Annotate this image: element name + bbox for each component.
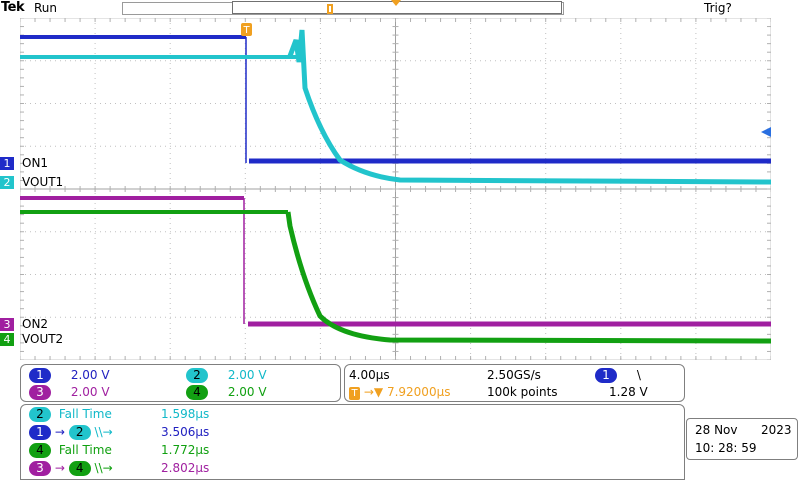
meas2-to-badge: 2: [68, 425, 91, 440]
channel-2-label: VOUT1: [22, 175, 64, 189]
date-day: 28 Nov: [695, 423, 738, 437]
trigger-marker[interactable]: T: [241, 23, 252, 36]
trigger-delay-tag: T: [349, 387, 360, 400]
meas3-type: Fall Time: [58, 443, 112, 457]
arrow-right-icon: →: [54, 425, 65, 439]
ch1-scale: 2.00 V: [70, 368, 110, 382]
status-bar: Tek Run Trig?: [0, 0, 800, 16]
trigger-level: 1.28 V: [609, 385, 648, 399]
acquisition-state[interactable]: Run: [34, 1, 58, 15]
measurement-row[interactable]: 2 Fall Time: [29, 406, 112, 422]
record-length: 100k points: [487, 385, 558, 399]
ch3-badge: 3: [29, 385, 51, 400]
horizontal-trigger-panel[interactable]: 4.00µs 2.50GS/s 1 \ T →▼ 7.92000µs 100k …: [344, 364, 685, 402]
meas2-from-badge: 1: [29, 425, 51, 440]
ch4-scale: 2.00 V: [227, 385, 267, 399]
ch1-badge: 1: [29, 368, 51, 383]
channel-3-marker[interactable]: 3: [0, 318, 14, 331]
channel-1-label: ON1: [22, 156, 49, 170]
sample-rate: 2.50GS/s: [487, 368, 541, 382]
datetime-panel: 28 Nov 2023 10: 28: 59: [686, 418, 798, 460]
timebase: 4.00µs: [349, 368, 390, 382]
measurement-row[interactable]: 1 → 2 \\→: [29, 424, 113, 440]
ch2-badge: 2: [186, 368, 208, 383]
meas4-to-badge: 4: [68, 461, 91, 476]
channel-2-trace: [20, 29, 771, 185]
ch3-scale: 2.00 V: [70, 385, 110, 399]
channel-4-label: VOUT2: [22, 332, 64, 346]
trigger-source-badge: 1: [595, 368, 617, 383]
channel-2-marker[interactable]: 2: [0, 176, 14, 189]
meas4-from-badge: 3: [29, 461, 51, 476]
meas3-source-badge: 4: [29, 443, 51, 458]
meas1-source-badge: 2: [29, 407, 51, 422]
brand-logo: Tek: [1, 0, 25, 15]
trigger-delay-arrow: →▼: [363, 385, 384, 399]
ch4-badge: 4: [186, 385, 208, 400]
trigger-delay: 7.92000µs: [386, 385, 451, 399]
measurement-row[interactable]: 3 → 4 \\→: [29, 460, 113, 476]
graticule: [20, 18, 771, 360]
waveform-display[interactable]: T: [20, 18, 771, 360]
trigger-status: Trig?: [704, 1, 732, 15]
trigger-point-top-icon: [391, 0, 401, 6]
meas1-type: Fall Time: [58, 407, 112, 421]
trigger-position-icon: [327, 4, 333, 14]
trigger-slope-icon: \: [636, 368, 641, 382]
meas2-edge-symbol: \\→: [94, 425, 113, 439]
svg-text:T: T: [242, 25, 250, 36]
meas4-edge-symbol: \\→: [94, 461, 113, 475]
meas2-value: 3.506µs: [161, 425, 210, 439]
meas4-value: 2.802µs: [161, 461, 210, 475]
meas3-value: 1.772µs: [161, 443, 210, 457]
channel-4-marker[interactable]: 4: [0, 333, 14, 346]
measurement-row[interactable]: 4 Fall Time: [29, 442, 112, 458]
vertical-settings-panel[interactable]: 1 2.00 V 2 2.00 V 3 2.00 V 4 2.00 V: [20, 364, 341, 402]
clock-time: 10: 28: 59: [695, 441, 757, 455]
ch2-scale: 2.00 V: [227, 368, 267, 382]
arrow-right-icon: →: [54, 461, 65, 475]
trigger-level-icon[interactable]: [761, 127, 771, 137]
channel-1-marker[interactable]: 1: [0, 157, 14, 170]
channel-4-trace: [20, 210, 771, 344]
channel-3-label: ON2: [22, 317, 49, 331]
meas1-value: 1.598µs: [161, 407, 210, 421]
measurements-panel[interactable]: 2 Fall Time 1.598µs 1 → 2 \\→ 3.506µs 4 …: [20, 404, 685, 480]
date-year: 2023: [761, 423, 792, 437]
